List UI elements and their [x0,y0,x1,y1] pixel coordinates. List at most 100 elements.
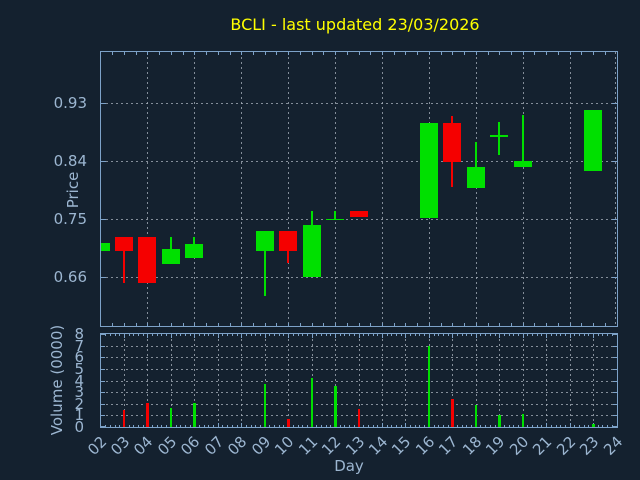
price-x-tick [217,323,219,326]
volume-x-tick [274,334,276,336]
volume-x-tick [517,425,519,427]
price-x-tick [170,323,172,326]
price-x-tick [522,52,524,55]
volume-y-tick [100,368,105,370]
volume-x-tick [241,423,243,427]
volume-gridline-v [499,334,501,427]
price-x-tick [206,52,208,55]
volume-x-tick [250,334,252,336]
volume-x-tick [283,425,285,427]
volume-x-tick [236,425,238,427]
volume-x-tick [320,425,322,427]
candle-body [419,122,438,218]
price-x-tick [241,52,243,55]
volume-x-tick [583,334,585,336]
volume-x-tick [166,425,168,427]
volume-x-tick [574,334,576,336]
price-x-tick [428,323,430,326]
volume-y-tick [100,380,105,382]
volume-x-tick [419,425,421,427]
day-tick-label: 16 [411,432,439,459]
price-gridline-v [288,52,290,326]
volume-x-tick [147,334,149,338]
price-gridline-v [147,52,149,326]
volume-x-tick [597,334,599,336]
price-x-tick [311,52,313,55]
volume-x-tick [607,425,609,427]
volume-x-tick [161,334,163,336]
volume-x-tick [414,334,416,336]
volume-gridline-v [569,334,571,427]
volume-x-tick [555,334,557,336]
volume-x-tick [381,334,383,338]
volume-x-tick [438,334,440,336]
volume-x-tick [189,425,191,427]
volume-x-tick [119,425,121,427]
day-tick-label: 20 [505,432,532,459]
volume-x-tick [259,334,261,336]
volume-x-tick [508,425,510,427]
price-gridline-v [614,52,616,326]
volume-gridline-v [194,334,196,427]
volume-bar [146,402,149,427]
volume-bar [263,383,267,427]
price-x-tick [452,52,454,55]
volume-x-tick [513,334,515,336]
volume-x-tick [278,425,280,427]
volume-x-tick [114,334,116,336]
price-x-tick [135,323,137,326]
volume-x-tick [569,423,571,427]
volume-x-tick [475,334,477,338]
volume-x-tick [560,334,562,336]
volume-x-tick [222,334,224,336]
volume-x-tick [536,334,538,336]
volume-x-tick [447,334,449,336]
volume-x-tick [503,425,505,427]
volume-x-tick [405,334,407,338]
price-x-tick [112,323,114,326]
volume-gridline-v [288,334,290,427]
volume-x-tick [208,334,210,336]
volume-x-tick [457,334,458,336]
day-tick-label: 03 [107,432,134,459]
price-axis-label: Price [64,171,82,209]
volume-y-tick [612,345,617,347]
volume-y-tick [612,368,617,370]
day-tick-label: 21 [529,432,556,459]
volume-x-tick [255,334,257,336]
volume-x-tick [396,334,398,336]
price-gridline-v [522,52,524,326]
volume-tick-label: 2 [74,394,84,413]
volume-x-tick [138,334,140,336]
price-x-tick [581,52,583,55]
volume-x-tick [184,425,186,427]
price-x-tick [510,323,512,326]
volume-x-tick [485,334,487,336]
volume-x-tick [119,334,121,336]
price-gridline-v [241,52,243,326]
volume-x-tick [410,334,412,336]
volume-y-tick [612,334,617,335]
price-x-tick [323,323,325,326]
volume-x-tick [424,425,426,427]
price-x-tick [546,323,548,326]
volume-x-tick [489,425,491,427]
volume-x-tick [213,334,215,336]
candle-body [185,244,204,259]
volume-x-tick [133,425,135,427]
volume-x-tick [353,334,355,336]
day-tick-label: 13 [341,432,368,459]
volume-y-tick [612,380,617,382]
volume-x-tick [297,425,299,427]
candle-body [466,166,485,189]
price-x-tick [393,323,395,326]
volume-x-tick [259,425,261,427]
volume-tick-label: 5 [74,359,84,378]
price-x-tick [370,52,372,55]
volume-x-tick [241,334,243,338]
volume-x-tick [414,425,416,427]
volume-tick-label: 8 [74,325,84,343]
volume-x-tick [550,425,552,427]
volume-gridline-v [264,334,266,427]
